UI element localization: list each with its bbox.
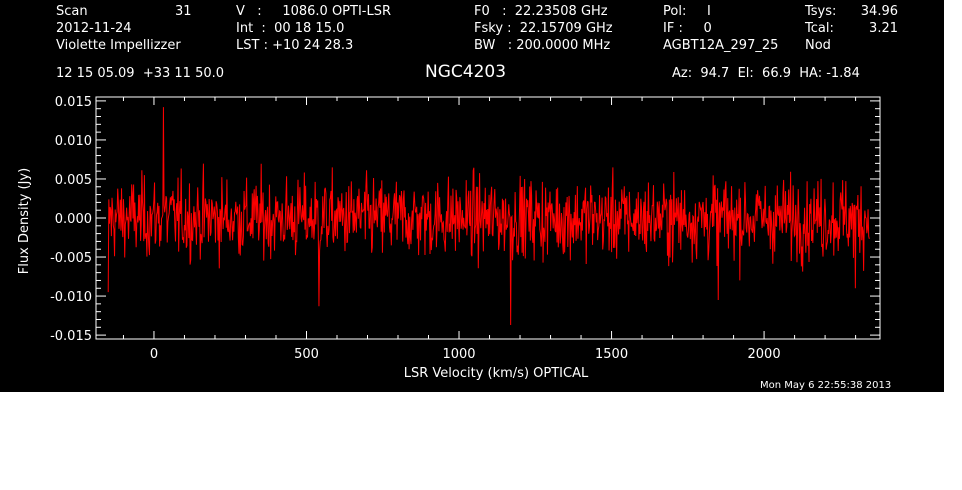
x-tick-label: 0: [150, 347, 158, 362]
obs-date: 2012-11-24: [56, 21, 132, 36]
rest-frequency-line: F0 : 22.23508 GHz: [474, 4, 608, 19]
y-tick-label: 0.000: [55, 212, 92, 227]
x-tick-label: 2000: [748, 347, 781, 362]
y-axis-label: Flux Density (Jy): [17, 168, 32, 274]
observing-mode: Nod: [805, 38, 831, 53]
plot-panel: Scan 31 2012-11-24 Violette Impellizzer …: [0, 0, 944, 392]
y-tick-label: -0.015: [50, 329, 92, 344]
spectrum-plot: 0 500 1000 1500 2000 -0.015 -0.010 -0.005 0.000 0…: [17, 95, 881, 381]
observer-name: Violette Impellizzer: [56, 38, 181, 53]
az-el-ha-line: Az: 94.7 El: 66.9 HA: -1.84: [672, 66, 860, 81]
sky-frequency-line: Fsky : 22.15709 GHz: [474, 21, 613, 36]
y-tick-label: 0.010: [55, 134, 92, 149]
scan-number: 31: [175, 4, 192, 19]
source-coordinates: 12 15 05.09 +33 11 50.0: [56, 66, 225, 81]
y-tick-label: 0.005: [55, 173, 92, 188]
lst-line: LST : +10 24 28.3: [236, 38, 354, 53]
project-id: AGBT12A_297_25: [663, 38, 779, 53]
x-axis-label: LSR Velocity (km/s) OPTICAL: [404, 366, 589, 381]
tcal-label: Tcal:: [805, 21, 834, 36]
x-tick-label: 1500: [595, 347, 628, 362]
tsys-value: 34.96: [860, 4, 898, 19]
bandwidth-line: BW : 200.0000 MHz: [474, 38, 611, 53]
spectrum-line: [107, 107, 870, 325]
y-tick-label: 0.015: [55, 95, 92, 110]
tsys-label: Tsys:: [805, 4, 837, 19]
x-tick-label: 500: [294, 347, 319, 362]
axes-layer: 0 500 1000 1500 2000 -0.015 -0.010 -0.005 0.000 0…: [50, 95, 881, 362]
polarization-line: Pol: I: [663, 4, 711, 19]
integration-line: Int : 00 18 15.0: [236, 21, 345, 36]
if-line: IF : 0: [663, 21, 712, 36]
y-tick-label: -0.005: [50, 251, 92, 266]
chart-title: NGC4203: [425, 62, 507, 82]
velocity-line: V : 1086.0 OPTI-LSR: [236, 4, 392, 19]
tcal-value: 3.21: [869, 21, 898, 36]
y-tick-label: -0.010: [50, 290, 92, 305]
timestamp: Mon May 6 22:55:38 2013: [760, 380, 892, 391]
x-tick-label: 1000: [442, 347, 475, 362]
scan-label: Scan: [56, 4, 88, 19]
series-layer: [107, 107, 870, 325]
